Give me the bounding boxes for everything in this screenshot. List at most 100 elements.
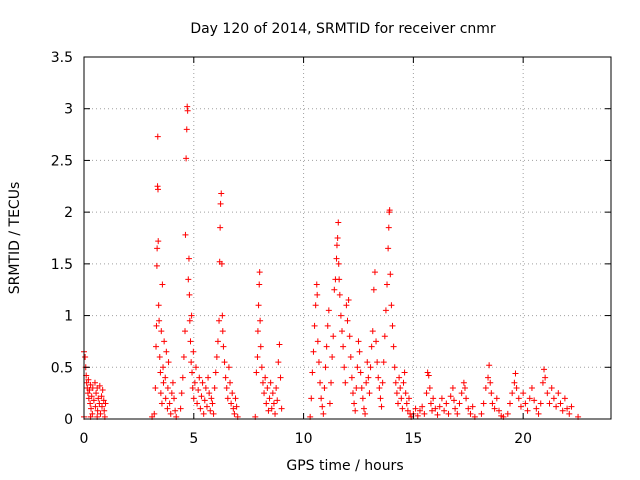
data-point	[208, 395, 215, 402]
data-point	[463, 395, 470, 402]
data-point	[432, 405, 439, 412]
data-point	[469, 403, 476, 410]
data-point	[160, 379, 167, 386]
data-point	[478, 410, 485, 417]
data-point	[400, 379, 407, 386]
data-point	[335, 219, 342, 226]
data-point	[414, 412, 421, 419]
data-point	[230, 405, 237, 412]
gridlines	[84, 57, 611, 419]
data-point	[347, 353, 354, 360]
data-point	[94, 407, 101, 414]
data-point	[212, 369, 219, 376]
data-point	[231, 410, 238, 417]
data-point	[342, 379, 349, 386]
data-point	[566, 410, 573, 417]
data-point	[151, 410, 158, 417]
data-point	[154, 245, 161, 252]
data-point	[354, 364, 361, 371]
data-point	[82, 353, 89, 360]
data-point	[159, 281, 166, 288]
data-point	[353, 384, 360, 391]
data-point	[262, 374, 269, 381]
data-point	[264, 384, 271, 391]
data-point	[398, 395, 405, 402]
data-point	[405, 395, 412, 402]
data-point	[156, 353, 163, 360]
data-point	[168, 390, 175, 397]
data-point	[493, 395, 500, 402]
data-point	[392, 379, 399, 386]
data-point	[88, 405, 95, 412]
data-point	[402, 390, 409, 397]
data-point	[160, 364, 167, 371]
data-point	[257, 343, 264, 350]
data-point	[388, 302, 395, 309]
data-point	[324, 322, 331, 329]
data-point	[541, 366, 548, 373]
data-point	[95, 395, 102, 402]
data-point	[190, 348, 197, 355]
data-point	[310, 348, 317, 355]
data-point	[403, 400, 410, 407]
data-point	[412, 405, 419, 412]
data-point	[99, 403, 106, 410]
x-tick-label: 20	[514, 431, 532, 447]
data-point	[389, 322, 396, 329]
data-point	[198, 393, 205, 400]
data-point	[386, 207, 393, 214]
data-point	[221, 359, 228, 366]
data-point	[84, 390, 91, 397]
data-point	[371, 269, 378, 276]
data-point	[254, 353, 261, 360]
data-point	[341, 364, 348, 371]
data-point	[154, 133, 161, 140]
data-point	[546, 400, 553, 407]
data-point	[330, 333, 337, 340]
data-point	[555, 390, 562, 397]
data-point	[224, 395, 231, 402]
data-point	[171, 395, 178, 402]
data-point	[419, 403, 426, 410]
data-point	[184, 107, 191, 114]
data-point	[217, 224, 224, 231]
data-point	[553, 403, 560, 410]
data-point	[504, 410, 511, 417]
data-point	[506, 400, 513, 407]
data-point	[256, 269, 263, 276]
data-point	[314, 291, 321, 298]
data-point	[382, 307, 389, 314]
data-point	[426, 384, 433, 391]
data-point	[197, 405, 204, 412]
data-point	[429, 407, 436, 414]
data-point	[528, 384, 535, 391]
y-tick-label: 3	[64, 102, 73, 118]
data-point	[229, 390, 236, 397]
data-point	[172, 407, 179, 414]
data-point	[270, 400, 277, 407]
data-point	[339, 328, 346, 335]
data-point	[539, 379, 546, 386]
data-point	[544, 390, 551, 397]
data-point	[328, 379, 335, 386]
data-point	[86, 387, 93, 394]
data-point	[487, 379, 494, 386]
data-point	[486, 362, 493, 369]
data-point	[438, 395, 445, 402]
data-point	[517, 403, 524, 410]
y-tick-label: 1.5	[51, 257, 73, 273]
data-point	[278, 405, 285, 412]
data-point	[318, 395, 325, 402]
data-point	[157, 369, 164, 376]
data-point	[220, 343, 227, 350]
data-point	[155, 186, 161, 193]
data-point	[209, 400, 216, 407]
data-point	[320, 410, 327, 417]
data-point	[319, 403, 326, 410]
data-point	[164, 384, 171, 391]
data-point	[256, 281, 263, 288]
data-point	[533, 405, 540, 412]
chart-title: Day 120 of 2014, SRMTID for receiver cnm…	[190, 21, 496, 37]
data-point	[358, 384, 365, 391]
data-point	[373, 338, 380, 345]
